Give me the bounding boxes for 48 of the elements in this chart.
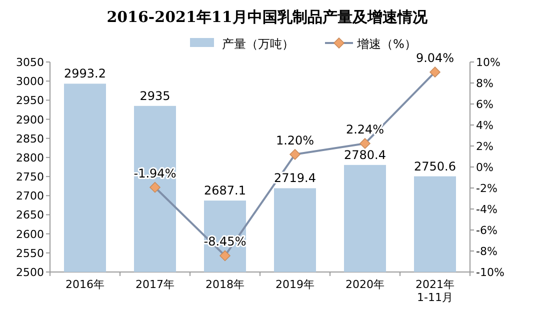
y-tick-label: 2700 (16, 190, 44, 203)
y2-tick-label: 10% (476, 56, 500, 69)
point (150, 182, 160, 193)
y-tick-label: 3000 (16, 75, 44, 88)
chart-title: 2016-2021年11月中国乳制品产量及增速情况 (106, 8, 428, 26)
y-tick-label: 2800 (16, 151, 44, 164)
y2-tick-label: -8% (476, 245, 498, 258)
y2-tick-label: 8% (476, 77, 494, 90)
y2-tick-label: -6% (476, 224, 498, 237)
y2-tick-label: -2% (476, 182, 498, 195)
y2-tick-label: -10% (476, 266, 504, 279)
point (220, 250, 230, 262)
data-label: 9.04% (416, 51, 454, 66)
y2-tick-label: 6% (476, 98, 494, 111)
data-label: 2935 (140, 88, 170, 103)
data-label: 2.24% (346, 122, 384, 136)
point (290, 149, 300, 160)
data-label: 2780.4 (344, 148, 386, 162)
data-label: 2687.1 (204, 184, 246, 198)
y-tick-label: 2650 (16, 208, 44, 222)
x-tick-label: 2019年 (276, 278, 314, 291)
x-tick-label: 2021年 1-11月 (416, 278, 454, 304)
x-tick-label: 2016年 (66, 278, 104, 291)
point (360, 138, 370, 149)
y2-tick-label: -4% (476, 203, 498, 216)
data-label: 2719.4 (274, 171, 316, 186)
y-tick-label: 2850 (16, 132, 44, 146)
point (430, 66, 440, 78)
x-tick-label: 2018年 (206, 278, 244, 291)
y-tick-label: 2500 (16, 266, 44, 279)
y2-tick-label: 2% (476, 140, 494, 153)
x-tick-label: 2017年 (136, 278, 174, 291)
y-tick-label: 2950 (16, 94, 44, 108)
y-tick-label: 2600 (16, 228, 44, 241)
y-tick-label: 2750 (16, 170, 44, 184)
legend-label: 产量（万吨） (222, 37, 294, 51)
data-label: 1.20% (276, 133, 314, 148)
data-label: 2993.2 (64, 66, 106, 81)
data-label: -8.45% (204, 234, 246, 249)
y2-tick-label: 0% (476, 161, 494, 174)
y-tick-label: 2550 (16, 246, 44, 260)
y-tick-label: 3050 (16, 56, 44, 69)
y-tick-label: 2900 (16, 113, 44, 126)
y2-tick-label: 4% (476, 119, 494, 132)
data-label: 2750.6 (414, 159, 456, 174)
x-tick-label: 2020年 (346, 278, 384, 291)
legend-label: 增速（%） (356, 37, 416, 51)
data-label: -1.94% (134, 166, 176, 180)
